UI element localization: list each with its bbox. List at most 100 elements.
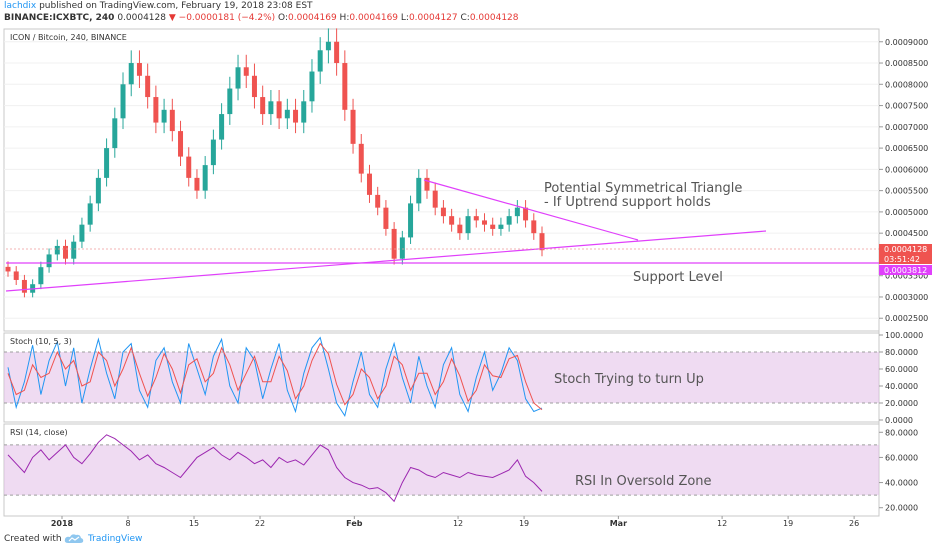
author-link[interactable]: lachdix <box>4 1 37 11</box>
candles <box>5 28 545 298</box>
stoch-lines <box>7 336 543 418</box>
candle-body <box>210 139 216 166</box>
candle-body <box>383 207 389 229</box>
time-tick-label: 2018 <box>51 519 74 528</box>
candle-body <box>473 216 479 221</box>
candle-body <box>54 245 60 255</box>
candle-body <box>219 114 225 140</box>
chart-canvas[interactable]: ICON / Bitcoin, 240, BINANCE Stoch (10, … <box>0 0 932 530</box>
candle-body <box>13 271 19 280</box>
time-tick-label: 15 <box>189 519 199 528</box>
rsi-axis[interactable]: 80.0000 60.0000 40.0000 20.0000 <box>879 428 918 513</box>
candle-body <box>424 177 430 191</box>
rsi-annotation: RSI In Oversold Zone <box>575 474 712 489</box>
candle-body <box>408 203 414 238</box>
time-tick-label: 19 <box>519 519 529 528</box>
tradingview-brand[interactable]: TradingView <box>88 534 143 544</box>
candle-body <box>531 220 537 234</box>
footer: Created with TradingView <box>0 529 932 550</box>
indicator-bands <box>4 351 879 496</box>
candle-body <box>260 97 266 115</box>
candle-body <box>112 118 118 149</box>
indicator-series-line <box>7 342 543 411</box>
tradingview-cloud-icon <box>64 534 84 543</box>
candle-body <box>514 207 520 217</box>
created-with-text: Created with <box>4 534 62 544</box>
symbol-line: BINANCE:ICXBTC, 240 0.0004128 ▼ −0.00001… <box>4 12 519 24</box>
high-label: H: <box>339 13 350 23</box>
candle-body <box>449 216 455 225</box>
candle-body <box>169 109 175 132</box>
price-tick-label: 0.0008000 <box>885 80 928 89</box>
time-tick-label: 19 <box>783 519 793 528</box>
candle-body <box>506 216 512 225</box>
candle-body <box>399 237 405 259</box>
publish-line: lachdix published on TradingView.com, Fe… <box>4 0 313 12</box>
triangle-annotation-line2: - If Uptrend support holds <box>544 195 711 210</box>
low-label: L: <box>400 13 409 23</box>
stoch-annotation: Stoch Trying to turn Up <box>554 372 704 387</box>
rsi-lines <box>7 434 543 503</box>
candle-body <box>21 279 27 293</box>
triangle-resistance-line[interactable] <box>423 179 639 241</box>
candle-body <box>243 67 249 76</box>
candle-body <box>161 109 167 123</box>
open-label: O: <box>278 13 288 23</box>
price-tick-label: 0.0006000 <box>885 165 928 174</box>
uptrend-support-line[interactable] <box>5 230 767 292</box>
candle-body <box>334 41 340 64</box>
candle-body <box>440 207 446 217</box>
time-tick-label: Feb <box>346 519 363 528</box>
price-tick-label: 0.0004500 <box>885 229 928 238</box>
candle-body <box>186 156 192 178</box>
candle-body <box>145 75 151 98</box>
time-axis[interactable]: 2018 8 15 22 Feb 12 19 Mar 12 19 26 <box>51 516 859 528</box>
price-tick-label: 0.0003000 <box>885 293 928 302</box>
candle-body <box>136 63 142 76</box>
indicator-tick-label: 80.0000 <box>885 428 918 437</box>
price-tick-label: 0.0006500 <box>885 144 928 153</box>
candle-body <box>153 97 159 123</box>
indicator-tick-label: 60.0000 <box>885 365 918 374</box>
candle-body <box>366 173 372 195</box>
candle-body <box>104 148 110 178</box>
candle-body <box>391 228 397 259</box>
candle-body <box>325 41 331 51</box>
price-tick-label: 0.0005000 <box>885 208 928 217</box>
candle-body <box>481 220 487 225</box>
candle-body <box>128 63 134 85</box>
time-tick-label: 26 <box>849 519 859 528</box>
indicator-tick-label: 80.0000 <box>885 348 918 357</box>
indicator-tick-label: 40.0000 <box>885 382 918 391</box>
candle-body <box>523 207 529 221</box>
price-tick-label: 0.0002500 <box>885 314 928 323</box>
price-tick-label: 0.0007000 <box>885 123 928 132</box>
indicator-tick-label: 60.0000 <box>885 453 918 462</box>
price-tick-label: 0.0005500 <box>885 187 928 196</box>
change-arrow: ▼ <box>168 13 176 23</box>
candle-body <box>5 266 11 272</box>
stoch-axis[interactable]: 100.0000 80.0000 60.0000 40.0000 20.0000 0.00… <box>879 331 923 425</box>
candle-body <box>63 245 69 259</box>
candle-body <box>71 241 77 259</box>
stoch-pane-title: Stoch (10, 5, 3) <box>10 337 72 346</box>
price-axis[interactable]: 0.0009000 0.0008500 0.0008000 0.0007500 0.00… <box>879 38 928 323</box>
candle-body <box>178 131 184 157</box>
last-price-badge: 0.0004128 <box>884 245 927 254</box>
high-value: 0.0004169 <box>349 13 399 23</box>
published-text: published on TradingView.com, February 1… <box>39 1 313 11</box>
candle-body <box>350 109 356 144</box>
indicator-tick-label: 0.0000 <box>885 416 913 425</box>
drawings[interactable] <box>5 179 879 292</box>
low-value: 0.0004127 <box>408 13 458 23</box>
change-value: −0.0000181 (−4.2%) <box>178 13 276 23</box>
candle-body <box>457 224 463 234</box>
candle-body <box>120 84 126 119</box>
time-tick-label: 12 <box>453 519 463 528</box>
price-pane-frame <box>3 28 880 332</box>
indicator-series-line <box>7 434 543 503</box>
candle-body <box>46 254 52 268</box>
candle-body <box>465 216 471 234</box>
price-tick-label: 0.0007500 <box>885 102 928 111</box>
candle-body <box>194 177 200 191</box>
